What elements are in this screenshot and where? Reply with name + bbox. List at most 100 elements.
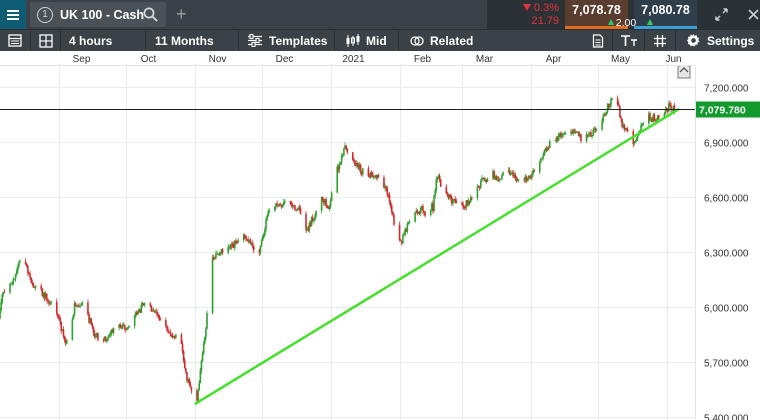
candle-body bbox=[59, 317, 61, 322]
candle-body bbox=[33, 287, 36, 289]
interval-selector[interactable]: 4 hours bbox=[60, 30, 145, 51]
grid-toggle-button[interactable] bbox=[644, 30, 675, 51]
templates-button[interactable]: Templates bbox=[238, 30, 334, 51]
sell-price-button[interactable]: 7,078.78 bbox=[565, 0, 628, 29]
candle-body bbox=[392, 212, 394, 215]
candle-body bbox=[497, 179, 500, 181]
candle-body bbox=[524, 176, 527, 180]
x-tick-label: Oct bbox=[141, 54, 157, 65]
candle-body bbox=[510, 173, 512, 175]
candle-body bbox=[9, 283, 11, 293]
candle-body bbox=[648, 113, 650, 124]
candle-body bbox=[44, 293, 47, 298]
candle-body bbox=[141, 303, 144, 305]
templates-icon bbox=[248, 34, 262, 47]
candle-body bbox=[377, 175, 380, 178]
y-tick-label: 5,700.000 bbox=[704, 359, 749, 370]
candle-body bbox=[468, 200, 471, 203]
x-tick-label: 2021 bbox=[342, 54, 365, 65]
panel-toggle-button[interactable] bbox=[0, 30, 30, 51]
candle-body bbox=[306, 229, 308, 231]
candle-body bbox=[330, 192, 333, 201]
candle-body bbox=[150, 305, 153, 312]
candle-body bbox=[297, 207, 300, 210]
candle-body bbox=[198, 382, 201, 391]
candle-body bbox=[296, 209, 298, 211]
candle-body bbox=[139, 309, 142, 313]
candle-body bbox=[617, 104, 620, 106]
price-chart[interactable]: 7,079.780 Sep Oct Nov Dec 2021 Feb Mar Apr May Ju… bbox=[0, 51, 760, 420]
notes-button[interactable] bbox=[588, 30, 608, 51]
instrument-tab[interactable]: 1 UK 100 - Cash bbox=[30, 2, 166, 27]
candle-body bbox=[237, 240, 239, 243]
candle-body bbox=[467, 200, 470, 205]
candle-body bbox=[607, 103, 610, 108]
search-icon[interactable] bbox=[143, 7, 158, 22]
candle-body bbox=[360, 171, 363, 175]
change-percent-row: 0.3% bbox=[522, 2, 559, 14]
candle-body bbox=[602, 115, 605, 122]
candle-body bbox=[389, 201, 392, 206]
candle-body bbox=[651, 119, 653, 122]
main-menu-button[interactable] bbox=[0, 0, 26, 29]
candle-body bbox=[477, 186, 480, 188]
candle-body bbox=[12, 278, 15, 283]
candle-body bbox=[199, 370, 202, 383]
candle-body bbox=[203, 337, 206, 344]
candle-body bbox=[274, 206, 276, 211]
candle-body bbox=[110, 329, 113, 335]
top-bar: 1 UK 100 - Cash + 0.3% 21.79 7,078.78 7,… bbox=[0, 0, 760, 29]
candle-body bbox=[540, 158, 542, 163]
candle-body bbox=[149, 303, 152, 306]
related-button[interactable]: Related bbox=[398, 30, 484, 51]
candle-body bbox=[403, 234, 405, 236]
candlestick-chart[interactable]: 7,079.780 Sep Oct Nov Dec 2021 Feb Mar Apr May Ju… bbox=[0, 51, 760, 420]
add-tab-icon[interactable]: + bbox=[176, 4, 187, 24]
candle-body bbox=[482, 177, 484, 179]
candle-body bbox=[127, 327, 129, 330]
candle-body bbox=[293, 205, 295, 207]
candle-body bbox=[232, 244, 235, 248]
price-type-button[interactable]: Mid bbox=[334, 30, 398, 51]
candle-body bbox=[124, 328, 127, 330]
candle-body bbox=[11, 282, 14, 284]
candle-body bbox=[34, 285, 37, 288]
candle-body bbox=[62, 329, 65, 337]
expand-icon[interactable] bbox=[715, 8, 728, 21]
candle-body bbox=[50, 301, 53, 304]
candle-body bbox=[465, 200, 468, 208]
close-icon[interactable] bbox=[747, 8, 760, 21]
candle-body bbox=[633, 142, 636, 145]
candle-body bbox=[434, 190, 436, 196]
candle-body bbox=[155, 311, 157, 313]
candle-body bbox=[29, 273, 31, 278]
candle-body bbox=[369, 172, 372, 178]
candle-body bbox=[500, 178, 502, 180]
candle-body bbox=[235, 240, 237, 243]
candle-body bbox=[244, 234, 246, 236]
candle-body bbox=[261, 237, 264, 241]
candle-body bbox=[635, 138, 638, 141]
candle-body bbox=[221, 249, 224, 253]
candle-body bbox=[276, 203, 278, 205]
buy-price-button[interactable]: 7,080.78 bbox=[634, 0, 697, 29]
text-tool-button[interactable] bbox=[612, 30, 644, 51]
candle-body bbox=[19, 261, 21, 263]
layout-button[interactable] bbox=[30, 30, 60, 51]
candle-body bbox=[143, 303, 146, 305]
trend-line[interactable] bbox=[194, 107, 680, 406]
range-selector[interactable]: 11 Months bbox=[145, 30, 238, 51]
candle-body bbox=[512, 172, 514, 177]
candle-body bbox=[60, 321, 63, 331]
candle-body bbox=[574, 131, 577, 133]
spread-value: 2.00 bbox=[615, 17, 637, 29]
candle-body bbox=[92, 327, 95, 333]
candle-body bbox=[466, 200, 469, 205]
settings-button[interactable]: Settings bbox=[675, 30, 760, 51]
candle-body bbox=[258, 250, 261, 253]
candle-body bbox=[421, 206, 423, 208]
y-tick-label: 6,900.000 bbox=[704, 139, 749, 150]
candle-body bbox=[245, 235, 247, 240]
candle-body bbox=[175, 334, 177, 339]
candle-body bbox=[77, 305, 79, 307]
